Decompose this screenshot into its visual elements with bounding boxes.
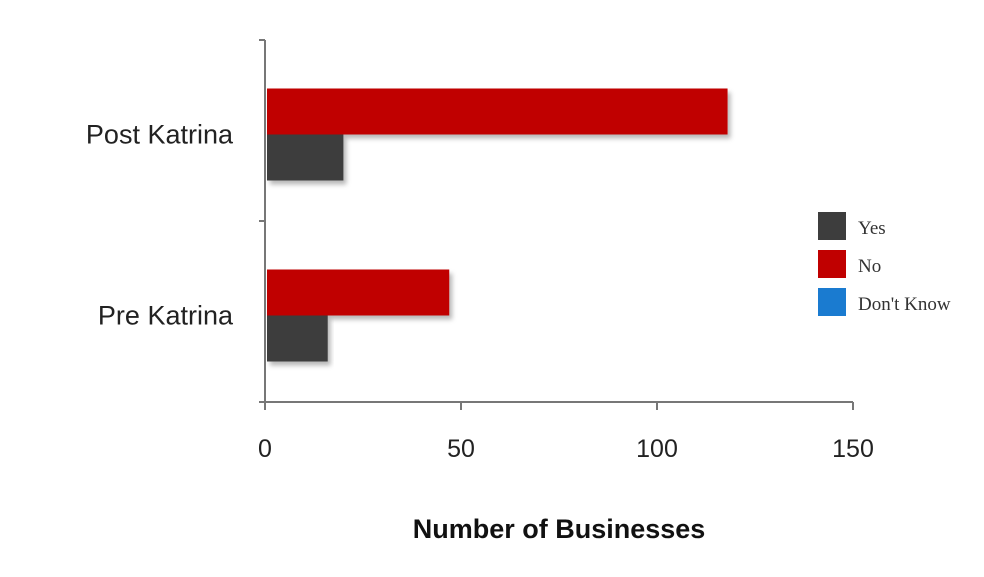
x-tick-labels: 0 50 100 150 xyxy=(258,435,874,463)
legend-swatch-don-t-know xyxy=(818,288,846,316)
bar-post-katrina-no xyxy=(267,88,728,135)
bar-post-katrina-yes xyxy=(267,134,344,181)
axis-ticks xyxy=(259,39,854,410)
x-tick-label: 50 xyxy=(447,435,475,463)
x-tick-label: 150 xyxy=(832,435,874,463)
category-label: Pre Katrina xyxy=(98,301,234,331)
legend-label: Don't Know xyxy=(858,294,951,315)
bar-pre-katrina-no xyxy=(267,269,450,316)
legend-label: No xyxy=(858,256,881,277)
bar-pre-katrina-yes xyxy=(267,315,328,362)
legend-swatch-no xyxy=(818,250,846,278)
legend-label: Yes xyxy=(858,218,886,239)
category-label: Post Katrina xyxy=(86,120,234,150)
legend: Yes No Don't Know xyxy=(818,212,951,316)
bars-group xyxy=(267,88,728,362)
x-axis-title: Number of Businesses xyxy=(413,514,706,544)
legend-swatch-yes xyxy=(818,212,846,240)
category-labels: Post Katrina Pre Katrina xyxy=(86,120,234,331)
x-tick-label: 0 xyxy=(258,435,272,463)
x-tick-label: 100 xyxy=(636,435,678,463)
